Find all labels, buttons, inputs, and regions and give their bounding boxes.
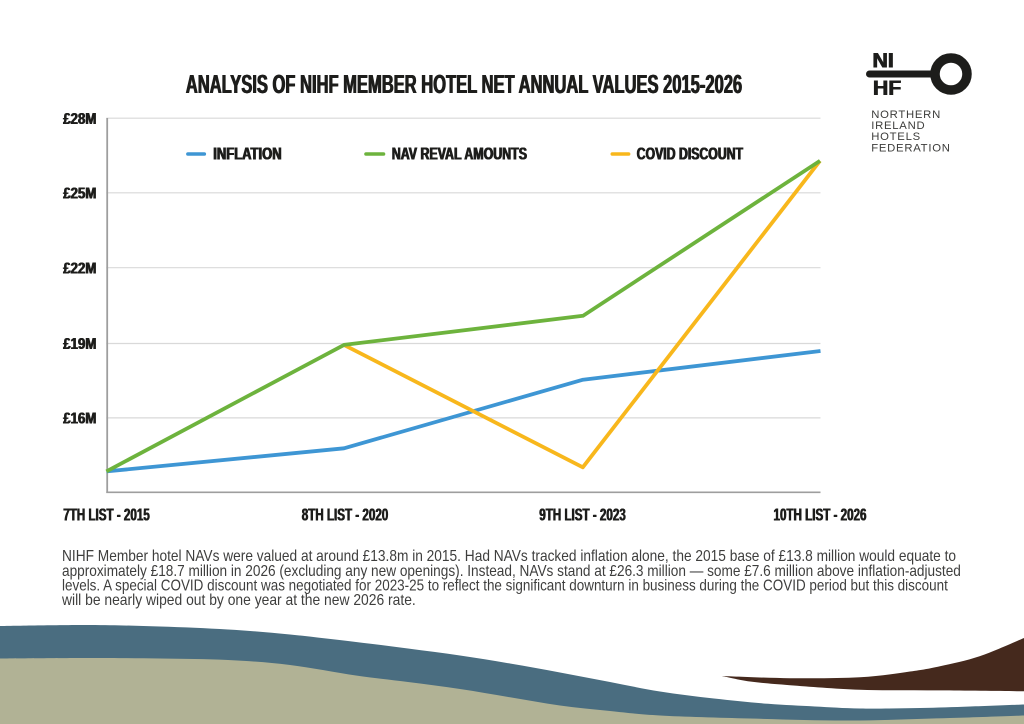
svg-text:HOTELS: HOTELS [871,131,921,143]
svg-text:7TH LIST - 2015: 7TH LIST - 2015 [63,506,150,525]
svg-text:will be nearly wiped out by on: will be nearly wiped out by one year at … [61,593,416,610]
svg-text:NI: NI [873,49,894,73]
svg-text:NAV REVAL AMOUNTS: NAV REVAL AMOUNTS [392,144,527,164]
svg-text:ANALYSIS OF NIHF MEMBER HOTEL: ANALYSIS OF NIHF MEMBER HOTEL NET ANNUAL… [186,69,742,99]
svg-text:£19M: £19M [63,336,96,353]
svg-text:COVID DISCOUNT: COVID DISCOUNT [637,144,744,164]
svg-text:NORTHERN: NORTHERN [871,109,941,121]
svg-text:levels. A special COVID discou: levels. A special COVID discount was neg… [62,578,948,595]
svg-text:10TH LIST - 2026: 10TH LIST - 2026 [774,506,867,525]
svg-text:£16M: £16M [63,410,96,427]
svg-text:NIHF Member hotel NAVs were va: NIHF Member hotel NAVs were valued at ar… [62,548,956,565]
svg-text:£28M: £28M [63,111,96,128]
svg-text:£22M: £22M [63,260,96,277]
svg-text:8TH LIST - 2020: 8TH LIST - 2020 [302,506,389,525]
svg-text:£25M: £25M [63,185,96,202]
svg-text:INFLATION: INFLATION [213,145,281,164]
svg-text:approximately £18.7 million in: approximately £18.7 million in 2026 (exc… [62,563,961,580]
svg-text:9TH LIST - 2023: 9TH LIST - 2023 [539,506,626,525]
svg-text:FEDERATION: FEDERATION [871,142,950,154]
svg-text:HF: HF [873,76,901,100]
svg-text:IRELAND: IRELAND [871,120,925,132]
